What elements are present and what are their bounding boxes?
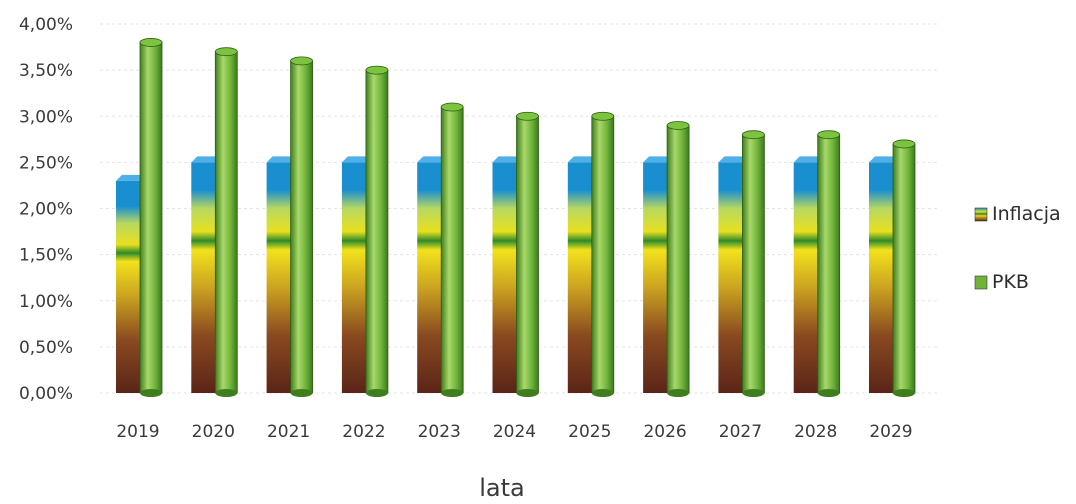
inflacja-bar (869, 162, 893, 393)
inflacja-bar (116, 180, 140, 393)
x-tick-label: 2021 (267, 422, 310, 442)
pkb-bar-base (591, 389, 614, 397)
x-tick-label: 2024 (493, 422, 536, 442)
x-tick-label: 2020 (192, 422, 235, 442)
inflacja-bar (266, 162, 291, 393)
inflacja-bar-top (341, 156, 372, 163)
x-tick-label: 2022 (342, 422, 385, 442)
inflacja-bar-top (116, 174, 146, 181)
pkb-bar (440, 106, 464, 394)
inflacja-bar-top (417, 156, 448, 163)
pkb-bar-top (290, 56, 314, 66)
legend-inflacja-swatch (974, 207, 988, 222)
y-tick-label: 0,50% (19, 338, 73, 358)
x-tick-label: 2027 (719, 422, 762, 442)
pkb-bar-base (215, 389, 238, 397)
x-axis-title: lata (479, 474, 525, 502)
pkb-bar (892, 143, 916, 394)
x-tick-label: 2019 (116, 422, 159, 442)
x-tick-label: 2028 (794, 422, 837, 442)
pkb-bar-top (440, 102, 464, 112)
inflacja-bar-top (567, 156, 598, 163)
inflacja-bar (793, 162, 818, 393)
x-tick-label: 2025 (568, 422, 611, 442)
y-tick-label: 0,00% (19, 384, 73, 404)
pkb-bar-top (742, 130, 765, 140)
x-tick-label: 2023 (418, 422, 461, 442)
pkb-bar-base (365, 389, 388, 397)
legend-pkb-swatch (974, 275, 988, 290)
y-axis-ticks: 0,00% 0,50% 1,00% 1,50% 2,00% 2,50% 3,00% 3,50%… (19, 15, 73, 404)
x-tick-label: 2029 (869, 422, 912, 442)
y-tick-label: 3,50% (19, 61, 73, 81)
pkb-bar-base (817, 389, 840, 397)
pkb-bar-base (290, 389, 313, 397)
pkb-bar (139, 42, 163, 394)
inflacja-bar-top (191, 156, 222, 163)
pkb-bar-top (892, 139, 916, 149)
inflacja-bar-top (718, 156, 749, 163)
legend-pkb-label: PKB (992, 271, 1029, 293)
y-tick-label: 1,00% (19, 292, 73, 312)
pkb-bar (290, 60, 314, 394)
pkb-bar-top (591, 111, 615, 121)
bars (116, 38, 916, 397)
x-axis-ticks: 2019 2020 2021 2022 2023 2024 2025 2026 2027 2028… (116, 422, 912, 442)
inflacja-bar-top (643, 156, 674, 163)
pkb-bar-base (441, 389, 464, 397)
inflacja-bar (191, 162, 216, 393)
inflacja-bar-top (266, 156, 297, 163)
y-tick-label: 3,00% (19, 107, 73, 127)
pkb-bar (516, 115, 539, 394)
pkb-bar-top (666, 121, 690, 130)
pkb-bar (365, 69, 389, 394)
pkb-bar (666, 125, 690, 394)
pkb-bar (591, 115, 615, 394)
inflacja-bar-top (869, 156, 899, 163)
pkb-bar-top (817, 130, 841, 140)
inflacja-bar (492, 162, 517, 393)
pkb-bar-base (516, 389, 539, 397)
inflacja-bar-top (492, 156, 523, 163)
inflacja-bar-top (793, 156, 824, 163)
inflacja-bar (417, 162, 442, 393)
pkb-bar (214, 51, 238, 394)
pkb-bar-top (516, 111, 539, 121)
legend-inflacja-label: Inflacja (992, 203, 1061, 225)
y-tick-label: 2,00% (19, 200, 73, 220)
inflacja-bar (718, 162, 743, 393)
pkb-bar-base (667, 389, 690, 397)
y-tick-label: 4,00% (19, 15, 73, 35)
inflacja-bar (341, 162, 366, 393)
pkb-bar (742, 134, 765, 394)
inflacja-bar (567, 162, 592, 393)
pkb-bar-base (140, 389, 162, 397)
inflacja-bar (643, 162, 668, 393)
legend: Inflacja PKB (974, 203, 1061, 293)
y-tick-label: 1,50% (19, 246, 73, 266)
pkb-bar (817, 134, 841, 394)
y-tick-label: 2,50% (19, 153, 73, 173)
pkb-bar-top (139, 38, 163, 47)
pkb-bar-base (742, 389, 765, 397)
pkb-bar-base (893, 389, 915, 397)
pkb-bar-top (365, 65, 389, 75)
x-tick-label: 2026 (643, 422, 686, 442)
pkb-bar-top (214, 47, 238, 57)
